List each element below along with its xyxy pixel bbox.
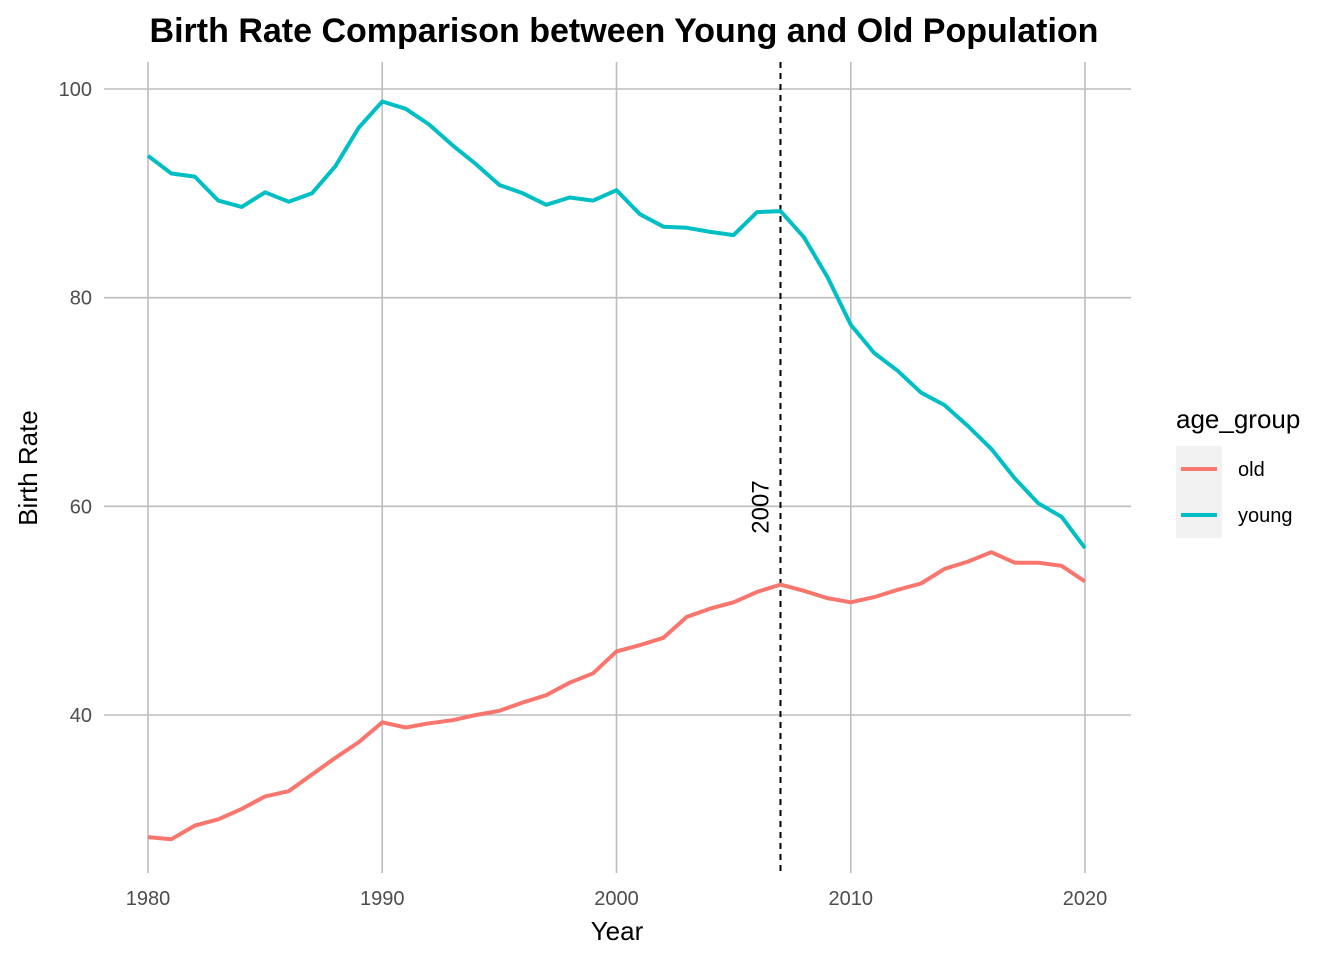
legend-label-young: young xyxy=(1238,505,1293,527)
x-tick-label-2020: 2020 xyxy=(1063,888,1108,910)
y-axis-title: Birth Rate xyxy=(13,410,43,526)
y-tick-label-60: 60 xyxy=(70,496,92,518)
legend-label-old: old xyxy=(1238,459,1265,481)
x-axis-ticks: 1980 1990 2000 2010 2020 xyxy=(126,888,1108,910)
series-line-young xyxy=(146,99,1087,550)
y-axis-ticks: 40 60 80 100 xyxy=(59,79,92,727)
legend: age_group old young xyxy=(1176,404,1300,538)
series-line-old xyxy=(147,550,1087,842)
x-tick-label-2000: 2000 xyxy=(594,888,639,910)
legend-title: age_group xyxy=(1176,404,1300,434)
grid xyxy=(104,62,1131,873)
y-tick-label-80: 80 xyxy=(70,288,92,310)
x-axis-title: Year xyxy=(591,916,644,946)
chart-title: Birth Rate Comparison between Young and … xyxy=(150,12,1099,50)
x-tick-label-1980: 1980 xyxy=(126,888,171,910)
y-tick-label-100: 100 xyxy=(59,79,92,101)
y-tick-label-40: 40 xyxy=(70,705,92,727)
annotation-label: 2007 xyxy=(747,480,774,533)
annotation-line-2007: 2007 xyxy=(747,62,782,873)
x-tick-label-1990: 1990 xyxy=(360,888,405,910)
series-group xyxy=(146,99,1087,842)
x-tick-label-2010: 2010 xyxy=(829,888,874,910)
